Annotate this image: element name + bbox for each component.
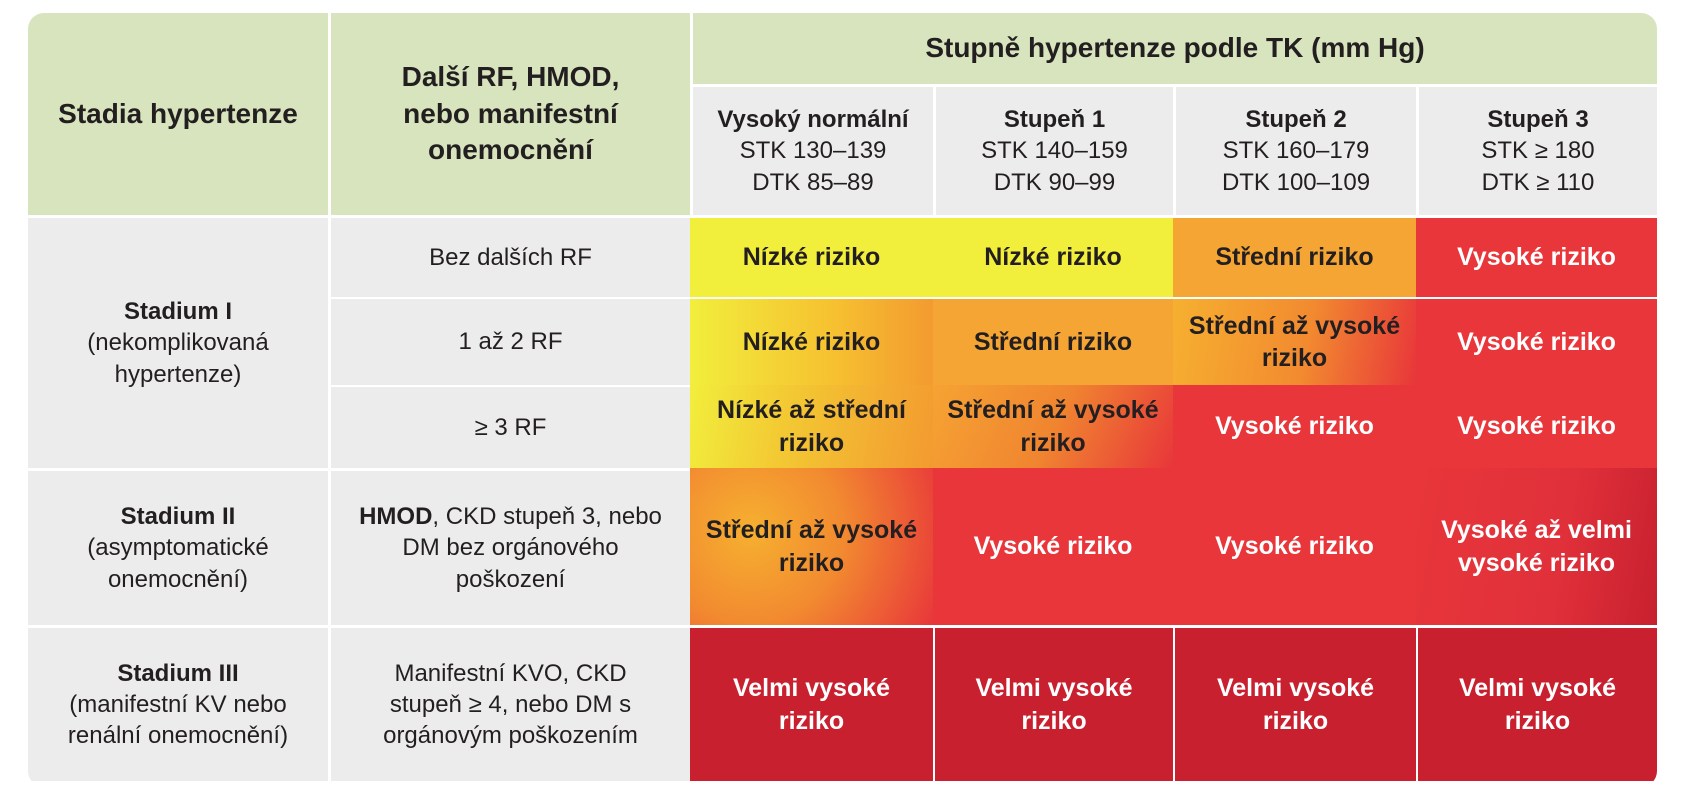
row-label-bold: HMOD: [359, 503, 433, 531]
header-stages-label: Stadia hypertenze: [58, 97, 298, 129]
hypertension-risk-table: Stadia hypertenze Další RF, HMOD, nebo m…: [28, 13, 1657, 787]
row-label-hmod: HMOD, CKD stupeň 3, nebo DM bez orgánové…: [328, 468, 690, 625]
risk-text: Vysoké riziko: [1457, 327, 1616, 356]
risk-cell: Nízké riziko: [690, 215, 933, 297]
risk-cell: Nízké riziko: [933, 215, 1173, 297]
stage-name: Stadium III: [117, 659, 239, 687]
risk-text: Střední až vysoké riziko: [705, 516, 918, 577]
header-stages: Stadia hypertenze: [28, 13, 328, 215]
risk-cell: Vysoké riziko: [1173, 468, 1416, 625]
risk-text: Velmi vysoké riziko: [732, 674, 891, 735]
header-risk-factors-label: Další RF, HMOD, nebo manifestní onemocně…: [401, 61, 620, 166]
risk-text: Vysoké riziko: [1457, 243, 1616, 272]
header-bp-grades-label: Stupně hypertenze podle TK (mm Hg): [925, 32, 1425, 64]
row-label-text: Bez dalších RF: [429, 243, 592, 271]
header-bp-grades: Stupně hypertenze podle TK (mm Hg): [690, 13, 1657, 84]
row-label-no-rf: Bez dalších RF: [328, 215, 690, 297]
risk-cell: Velmi vysoké riziko: [690, 625, 933, 781]
grade-stk: STK 140–159: [981, 137, 1128, 165]
risk-text: Střední až vysoké riziko: [947, 396, 1159, 457]
risk-text: Vysoké riziko: [973, 532, 1133, 561]
row-label-text: ≥ 3 RF: [474, 413, 547, 441]
stage-2: Stadium II (asymptomatické onemocnění): [28, 468, 328, 625]
risk-text: Střední riziko: [1215, 243, 1374, 272]
grade-title: Stupeň 1: [1003, 106, 1106, 134]
risk-text: Nízké riziko: [742, 243, 881, 272]
grade-dtk: DTK 100–109: [1221, 168, 1371, 196]
grade-dtk: DTK ≥ 110: [1481, 168, 1595, 196]
grade-stk: STK 160–179: [1222, 137, 1370, 165]
grade-title: Stupeň 2: [1245, 106, 1347, 134]
risk-text: Velmi vysoké riziko: [975, 674, 1133, 735]
grade-header-high-normal: Vysoký normální STK 130–139 DTK 85–89: [690, 84, 933, 215]
grade-title: Stupeň 3: [1487, 106, 1589, 134]
grade-dtk: DTK 85–89: [752, 168, 874, 196]
risk-cell: Vysoké až velmi vysoké riziko: [1416, 468, 1657, 625]
row-label-text: 1 až 2 RF: [458, 328, 563, 356]
grade-stk: STK 130–139: [739, 137, 887, 165]
grade-header-2: Stupeň 2 STK 160–179 DTK 100–109: [1173, 84, 1416, 215]
row-label-rest: , CKD stupeň 3, nebo DM bez orgánového p…: [402, 503, 662, 593]
stage-desc: (manifestní KV nebo renální onemocnění): [67, 690, 289, 750]
stage-desc: (nekomplikovaná hypertenze): [87, 329, 269, 388]
risk-text: Vysoké riziko: [1215, 412, 1374, 441]
row-label-text: HMOD, CKD stupeň 3, nebo DM bez orgánové…: [355, 501, 666, 595]
risk-text: Nízké až střední riziko: [717, 396, 906, 457]
risk-text: Velmi vysoké riziko: [1458, 674, 1617, 735]
risk-text: Střední až vysoké riziko: [1188, 311, 1401, 373]
grade-header-1: Stupeň 1 STK 140–159 DTK 90–99: [933, 84, 1173, 215]
grade-dtk: DTK 90–99: [993, 168, 1116, 196]
risk-cell: Vysoké riziko: [1416, 385, 1657, 468]
row-label-text: Manifestní KVO, CKD stupeň ≥ 4, nebo DM …: [383, 659, 638, 750]
risk-cell: Vysoké riziko: [1416, 215, 1657, 297]
grade-title: Vysoký normální: [717, 106, 909, 134]
risk-text: Velmi vysoké riziko: [1216, 674, 1375, 735]
grade-header-3: Stupeň 3 STK ≥ 180 DTK ≥ 110: [1416, 84, 1657, 215]
risk-text: Vysoké až velmi vysoké riziko: [1441, 516, 1632, 577]
row-label-1-2-rf: 1 až 2 RF: [328, 297, 690, 385]
risk-cell: Nízké až střední riziko: [690, 385, 933, 468]
risk-cell: Střední až vysoké riziko: [690, 468, 933, 625]
stage-desc: (asymptomatické onemocnění): [87, 534, 269, 593]
risk-text: Nízké riziko: [742, 327, 881, 356]
risk-cell: Střední riziko: [933, 297, 1173, 385]
risk-cell: Střední až vysoké riziko: [1173, 297, 1416, 385]
risk-cell: Vysoké riziko: [933, 468, 1173, 625]
risk-cell: Nízké riziko: [690, 297, 933, 385]
risk-cell: Velmi vysoké riziko: [1173, 625, 1416, 781]
stage-1: Stadium I (nekomplikovaná hypertenze): [28, 215, 328, 468]
grade-stk: STK ≥ 180: [1481, 137, 1595, 165]
risk-cell: Vysoké riziko: [1416, 297, 1657, 385]
risk-text: Vysoké riziko: [1215, 532, 1374, 561]
row-label-3-rf: ≥ 3 RF: [328, 385, 690, 468]
stage-name: Stadium I: [123, 298, 232, 326]
risk-cell: Velmi vysoké riziko: [933, 625, 1173, 781]
risk-cell: Střední riziko: [1173, 215, 1416, 297]
header-risk-factors: Další RF, HMOD, nebo manifestní onemocně…: [328, 13, 690, 215]
risk-text: Vysoké riziko: [1457, 412, 1616, 441]
risk-cell: Velmi vysoké riziko: [1416, 625, 1657, 781]
risk-text: Střední riziko: [973, 327, 1133, 356]
stage-3: Stadium III (manifestní KV nebo renální …: [28, 625, 328, 781]
stage-name: Stadium II: [120, 503, 236, 531]
risk-cell: Vysoké riziko: [1173, 385, 1416, 468]
risk-text: Nízké riziko: [984, 243, 1122, 272]
risk-cell: Střední až vysoké riziko: [933, 385, 1173, 468]
row-label-manifest: Manifestní KVO, CKD stupeň ≥ 4, nebo DM …: [328, 625, 690, 781]
